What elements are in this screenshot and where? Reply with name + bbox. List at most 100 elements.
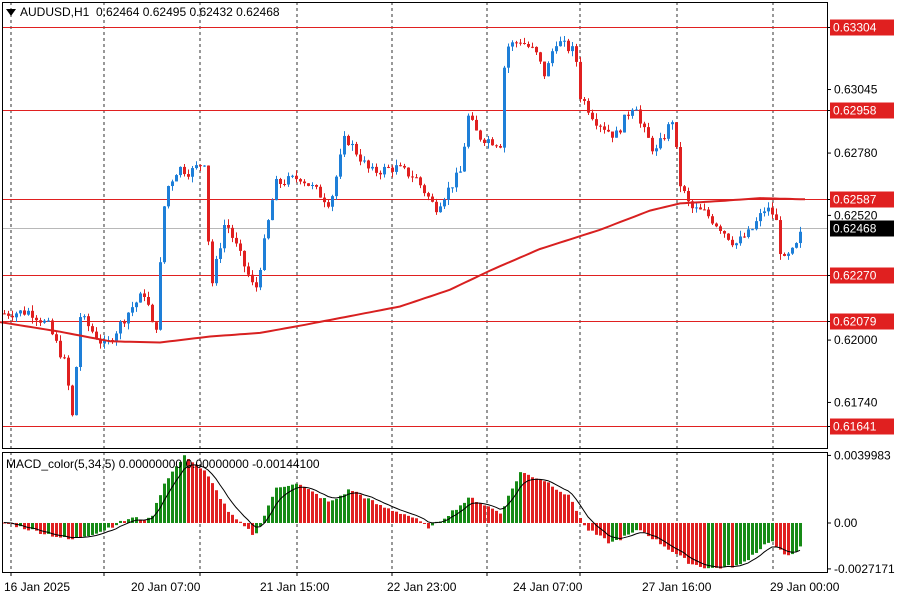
macd-bar (531, 477, 534, 523)
candle-body (191, 168, 194, 177)
macd-bar (787, 522, 790, 556)
candle-body (347, 135, 350, 146)
macd-bar (243, 522, 246, 527)
macd-bar (507, 495, 510, 523)
candle-body (119, 321, 122, 334)
candle-body (211, 241, 214, 284)
candle-body (607, 129, 610, 132)
candle-body (291, 175, 294, 177)
macd-bar (151, 515, 154, 523)
macd-bar (103, 522, 106, 531)
candle-body (279, 178, 282, 184)
time-label: 22 Jan 23:00 (387, 580, 457, 594)
candle-body (479, 130, 482, 140)
macd-bar (463, 502, 466, 523)
candle-body (47, 320, 50, 322)
candle-body (343, 135, 346, 155)
candle-body (39, 320, 42, 323)
candle-body (583, 99, 586, 101)
dropdown-triangle-icon[interactable] (6, 9, 16, 17)
macd-bar (247, 522, 250, 529)
macd-bar (111, 522, 114, 528)
candle-body (235, 237, 238, 244)
level-label: 0.62270 (833, 269, 877, 283)
macd-bar (627, 522, 630, 535)
candle-body (447, 187, 450, 200)
candle-body (775, 214, 778, 221)
candle-body (403, 165, 406, 168)
candle-body (243, 250, 246, 267)
macd-bar (415, 518, 418, 523)
macd-histogram (3, 455, 802, 569)
candle-body (407, 167, 410, 177)
macd-bar (771, 522, 774, 542)
candle-body (443, 199, 446, 207)
candle-body (31, 310, 34, 318)
macd-bar (327, 501, 330, 523)
macd-bar (455, 509, 458, 523)
candle-body (171, 181, 174, 187)
price-tick-label: 0.62520 (834, 208, 878, 222)
candle-body (139, 293, 142, 303)
macd-bar (667, 522, 670, 550)
macd-bar (615, 522, 618, 540)
level-label-bg (830, 191, 894, 208)
current-price-bg (830, 220, 894, 237)
macd-bar (27, 522, 30, 531)
macd-bar (163, 483, 166, 523)
macd-bar (523, 473, 526, 523)
macd-tick-label: 0.0039983 (834, 448, 891, 462)
macd-bar (691, 522, 694, 565)
macd-bar (643, 522, 646, 533)
candle-body (3, 313, 6, 315)
candle-body (435, 201, 438, 213)
candle-body (247, 266, 250, 275)
macd-bar (791, 522, 794, 555)
macd-bar (147, 517, 150, 523)
macd-bar (267, 505, 270, 523)
macd-bar (483, 505, 486, 523)
price-axis: 0.63304 0.62958 0.62587 0.62270 0.62079 0.616… (827, 19, 894, 435)
macd-bar (687, 522, 690, 564)
macd-bar (231, 514, 234, 523)
macd-bar (115, 522, 118, 526)
macd-bar (7, 522, 10, 524)
candle-body (591, 112, 594, 120)
candle-body (735, 243, 738, 246)
macd-bar (311, 491, 314, 523)
candle-body (123, 321, 126, 324)
macd-bar (515, 481, 518, 523)
macd-bar (487, 506, 490, 523)
macd-bar (583, 522, 586, 526)
candle-body (315, 184, 318, 187)
candle-body (519, 42, 522, 44)
candle-body (283, 183, 286, 185)
candle-body (159, 262, 162, 330)
candle-body (231, 227, 234, 238)
level-label-bg (830, 102, 894, 119)
macd-bar (743, 522, 746, 562)
candle-body (95, 331, 98, 339)
macd-bar (219, 498, 222, 523)
macd-bar (207, 476, 210, 523)
time-label: 29 Jan 00:00 (770, 580, 840, 594)
macd-bar (419, 521, 422, 523)
macd-bar (283, 486, 286, 523)
macd-bar (727, 522, 730, 566)
macd-bar (351, 491, 354, 523)
level-label: 0.62958 (833, 104, 877, 118)
macd-bar (87, 522, 90, 537)
macd-bar (195, 464, 198, 523)
candle-body (575, 46, 578, 62)
candle-body (675, 122, 678, 148)
macd-bar (711, 522, 714, 568)
macd-bar (307, 489, 310, 523)
candle-body (643, 123, 646, 128)
macd-bar (591, 522, 594, 531)
macd-bar (395, 511, 398, 523)
macd-bar (655, 522, 658, 540)
level-label-bg (830, 313, 894, 330)
macd-bar (295, 483, 298, 523)
candle-body (75, 367, 78, 416)
